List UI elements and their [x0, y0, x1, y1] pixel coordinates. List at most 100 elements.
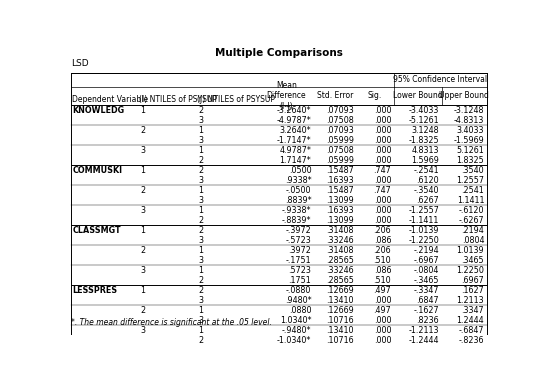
Text: .5723: .5723	[288, 266, 311, 275]
Text: .747: .747	[373, 186, 391, 195]
Text: -1.2113: -1.2113	[409, 326, 439, 335]
Text: 3.4033: 3.4033	[456, 126, 484, 135]
Text: -1.8325: -1.8325	[409, 136, 439, 145]
Text: LSD: LSD	[71, 59, 89, 68]
Text: .13410: .13410	[326, 296, 354, 305]
Text: -.6847: -.6847	[459, 326, 484, 335]
Text: .000: .000	[374, 176, 391, 185]
Text: 2: 2	[198, 106, 203, 115]
Text: -.3347: -.3347	[414, 286, 439, 295]
Text: .07508: .07508	[326, 116, 354, 125]
Text: 1: 1	[198, 306, 203, 315]
Text: -1.2250: -1.2250	[409, 236, 439, 245]
Text: 3: 3	[198, 136, 203, 145]
Text: KNOWLEDG: KNOWLEDG	[73, 106, 125, 115]
Text: -5.1261: -5.1261	[409, 116, 439, 125]
Text: 2: 2	[198, 286, 203, 295]
Text: .000: .000	[374, 196, 391, 205]
Text: -.3465: -.3465	[414, 276, 439, 285]
Text: .6120: .6120	[417, 176, 439, 185]
Text: 1: 1	[198, 246, 203, 255]
Text: .13099: .13099	[326, 216, 354, 225]
Text: -.2541: -.2541	[413, 166, 439, 175]
Text: 2: 2	[198, 156, 203, 165]
Text: -.0804: -.0804	[414, 266, 439, 275]
Text: 4.9787*: 4.9787*	[280, 146, 311, 155]
Text: -3.4033: -3.4033	[409, 106, 439, 115]
Text: -.0500: -.0500	[286, 186, 311, 195]
Text: 1: 1	[140, 226, 145, 235]
Text: .13099: .13099	[326, 196, 354, 205]
Text: *. The mean difference is significant at the .05 level.: *. The mean difference is significant at…	[71, 318, 272, 327]
Text: .05999: .05999	[326, 136, 354, 145]
Text: Dependent Variable: Dependent Variable	[72, 96, 148, 105]
Text: .16393: .16393	[326, 176, 354, 185]
Text: 1.2444: 1.2444	[456, 316, 484, 325]
Text: .747: .747	[373, 166, 391, 175]
Text: Lower Bound: Lower Bound	[393, 91, 442, 100]
Text: .07093: .07093	[326, 106, 354, 115]
Text: 2: 2	[198, 336, 203, 345]
Text: .497: .497	[373, 306, 391, 315]
Text: 2: 2	[140, 126, 145, 135]
Text: 1.2113: 1.2113	[456, 296, 484, 305]
Text: -.5723: -.5723	[286, 236, 311, 245]
Text: -3.2640*: -3.2640*	[277, 106, 311, 115]
Text: .8236: .8236	[417, 316, 439, 325]
Text: COMMUSKI: COMMUSKI	[73, 166, 123, 175]
Text: -.6967: -.6967	[413, 256, 439, 265]
Text: 3: 3	[140, 326, 145, 335]
Text: -.0880: -.0880	[286, 286, 311, 295]
Text: .206: .206	[374, 246, 391, 255]
Text: .000: .000	[374, 316, 391, 325]
Text: Multiple Comparisons: Multiple Comparisons	[215, 48, 343, 58]
Text: .1627: .1627	[461, 286, 484, 295]
Text: Mean
Difference
(I-J): Mean Difference (I-J)	[267, 81, 306, 111]
Text: -.6267: -.6267	[459, 216, 484, 225]
Text: -1.2557: -1.2557	[409, 206, 439, 215]
Text: 2: 2	[140, 186, 145, 195]
Text: 1.1411: 1.1411	[456, 196, 484, 205]
Text: 2: 2	[198, 216, 203, 225]
Text: 2: 2	[140, 306, 145, 315]
Text: 1.0139: 1.0139	[456, 246, 484, 255]
Text: .000: .000	[374, 206, 391, 215]
Text: 1: 1	[198, 326, 203, 335]
Text: 3: 3	[140, 146, 145, 155]
Text: .12669: .12669	[326, 286, 354, 295]
Text: 1.0340*: 1.0340*	[280, 316, 311, 325]
Text: .3465: .3465	[461, 256, 484, 265]
Text: -1.5969: -1.5969	[454, 136, 484, 145]
Text: -.9480*: -.9480*	[282, 326, 311, 335]
Text: 3: 3	[198, 296, 203, 305]
Text: 3: 3	[198, 176, 203, 185]
Text: .000: .000	[374, 146, 391, 155]
Text: 1.2557: 1.2557	[456, 176, 484, 185]
Text: .497: .497	[373, 286, 391, 295]
Text: 1: 1	[140, 106, 145, 115]
Text: -.9338*: -.9338*	[282, 206, 311, 215]
Text: .000: .000	[374, 326, 391, 335]
Text: -.8236: -.8236	[459, 336, 484, 345]
Text: .6967: .6967	[461, 276, 484, 285]
Text: 3: 3	[198, 316, 203, 325]
Text: .000: .000	[374, 156, 391, 165]
Text: 2: 2	[198, 166, 203, 175]
Text: 2: 2	[198, 276, 203, 285]
Text: .33246: .33246	[326, 266, 354, 275]
Text: .33246: .33246	[326, 236, 354, 245]
Text: .3972: .3972	[288, 246, 311, 255]
Text: .086: .086	[374, 266, 391, 275]
Text: -1.7147*: -1.7147*	[277, 136, 311, 145]
Text: .000: .000	[374, 336, 391, 345]
Text: .31408: .31408	[326, 246, 354, 255]
Text: .9480*: .9480*	[285, 296, 311, 305]
Text: .07093: .07093	[326, 126, 354, 135]
Text: .000: .000	[374, 216, 391, 225]
Text: LESSPRES: LESSPRES	[73, 286, 118, 295]
Text: 1.7147*: 1.7147*	[280, 156, 311, 165]
Text: .000: .000	[374, 116, 391, 125]
Text: -.3540: -.3540	[414, 186, 439, 195]
Text: -.3972: -.3972	[286, 226, 311, 235]
Text: .8839*: .8839*	[285, 196, 311, 205]
